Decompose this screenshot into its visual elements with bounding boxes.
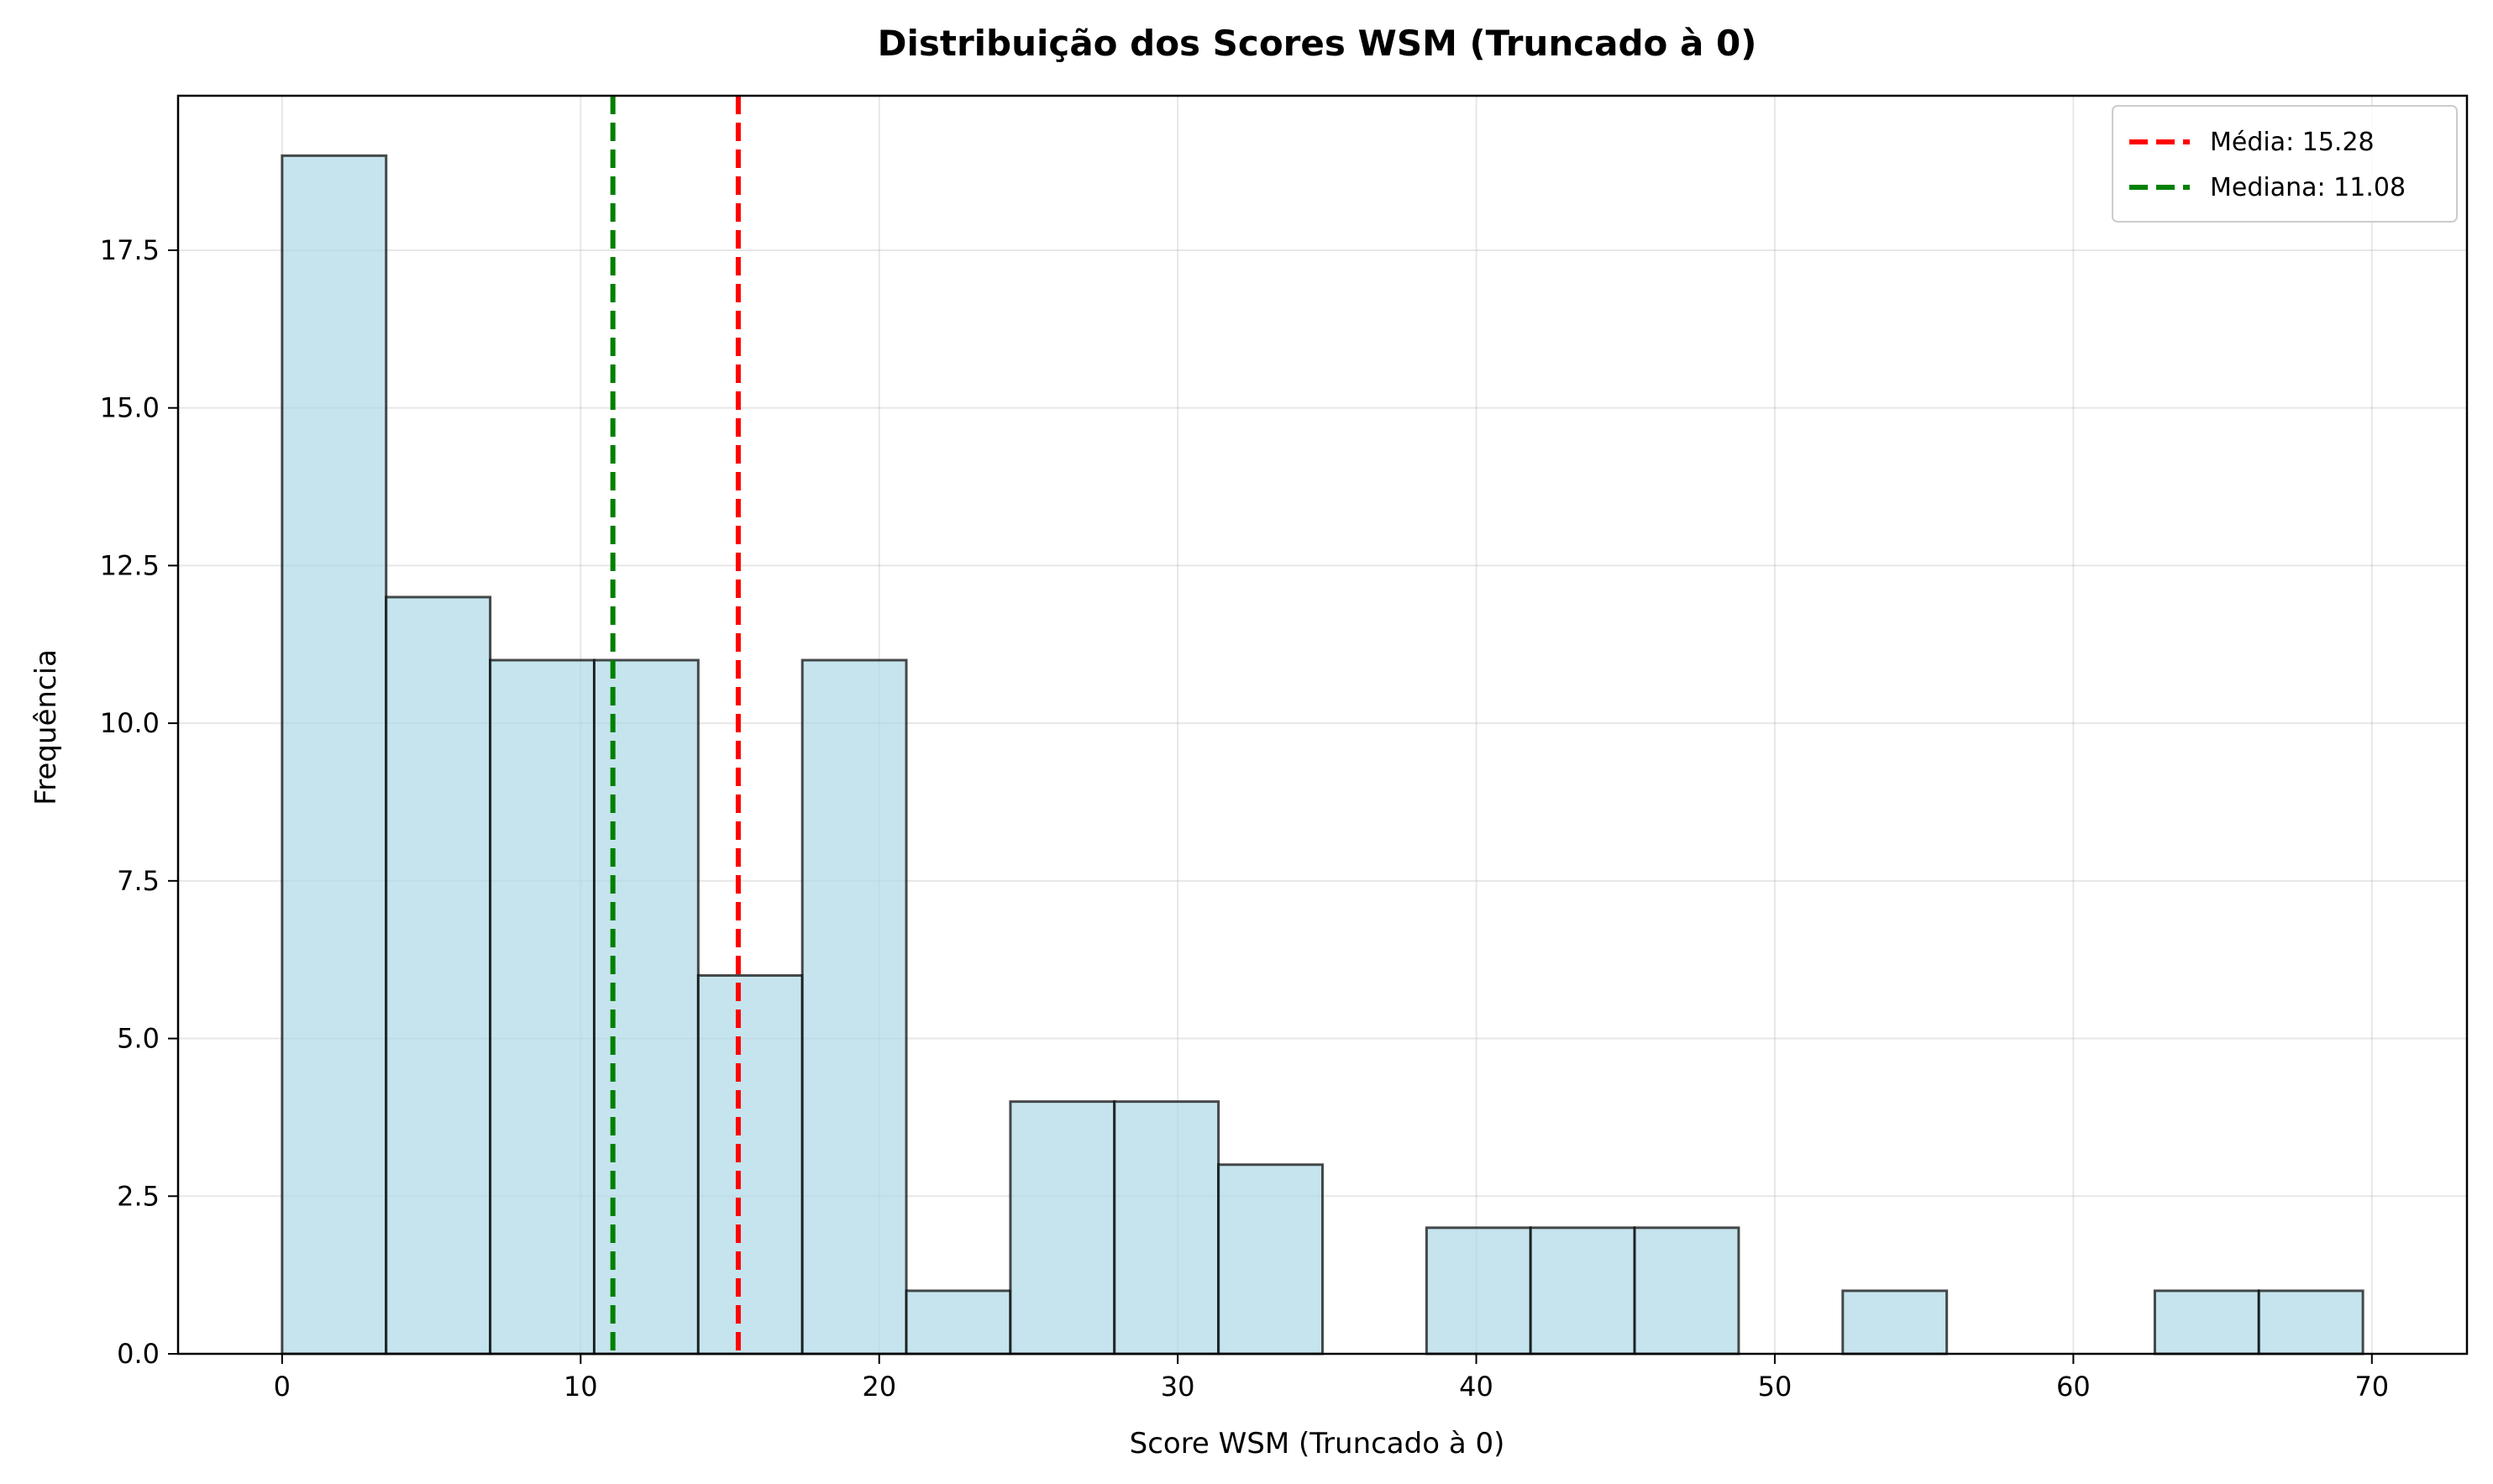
- histogram-bar: [1425, 1226, 1532, 1356]
- x-tick-label: 20: [862, 1371, 896, 1403]
- histogram-bar: [1529, 1226, 1636, 1356]
- x-axis-ticks: 0 10 20 30 40 50 60 70: [274, 1354, 2389, 1403]
- histogram-bar: [2257, 1289, 2364, 1356]
- y-tick-label: 2.5: [117, 1180, 160, 1212]
- histogram-bar: [1113, 1100, 1220, 1356]
- histogram-bar: [489, 658, 596, 1356]
- histogram-bar: [905, 1289, 1012, 1356]
- legend-label: Mediana: 11.08: [2210, 173, 2406, 202]
- histogram-bar: [1633, 1226, 1740, 1356]
- x-tick-label: 30: [1161, 1371, 1195, 1403]
- legend-label: Média: 15.28: [2210, 128, 2375, 157]
- x-tick-label: 50: [1758, 1371, 1792, 1403]
- histogram-bar: [696, 973, 804, 1356]
- x-tick-label: 0: [274, 1371, 291, 1403]
- x-tick-label: 40: [1459, 1371, 1493, 1403]
- histogram-bar: [592, 658, 700, 1356]
- legend-box: [2112, 105, 2458, 223]
- x-axis-label: Score WSM (Truncado à 0): [1130, 1427, 1505, 1460]
- y-axis-ticks: 0.0 2.5 5.0 7.5 10.0 12.5 15.0 17.5: [100, 234, 178, 1370]
- legend: Média: 15.28 Mediana: 11.08: [2112, 105, 2458, 223]
- histogram-bar: [800, 658, 908, 1356]
- y-tick-label: 12.5: [100, 549, 160, 581]
- histogram-bars: [281, 154, 2364, 1356]
- histogram-bar: [281, 154, 388, 1356]
- histogram-bar: [385, 595, 492, 1356]
- y-tick-label: 5.0: [117, 1023, 160, 1055]
- reference-lines: [610, 96, 741, 1354]
- y-tick-label: 10.0: [100, 707, 160, 739]
- y-tick-label: 0.0: [117, 1338, 160, 1370]
- chart-title: Distribuição dos Scores WSM (Truncado à …: [878, 23, 1757, 64]
- y-tick-label: 15.0: [100, 392, 160, 424]
- y-tick-label: 17.5: [100, 234, 160, 266]
- plot-area-frame: [176, 94, 2469, 1356]
- y-axis-label: Frequência: [29, 649, 63, 805]
- y-tick-label: 7.5: [117, 865, 160, 897]
- x-tick-label: 60: [2056, 1371, 2091, 1403]
- histogram-bar: [1217, 1163, 1324, 1356]
- x-tick-label: 10: [564, 1371, 598, 1403]
- histogram-bar: [2153, 1289, 2260, 1356]
- histogram-bar: [1009, 1100, 1116, 1356]
- x-tick-label: 70: [2354, 1371, 2389, 1403]
- histogram-bar: [1841, 1289, 1949, 1356]
